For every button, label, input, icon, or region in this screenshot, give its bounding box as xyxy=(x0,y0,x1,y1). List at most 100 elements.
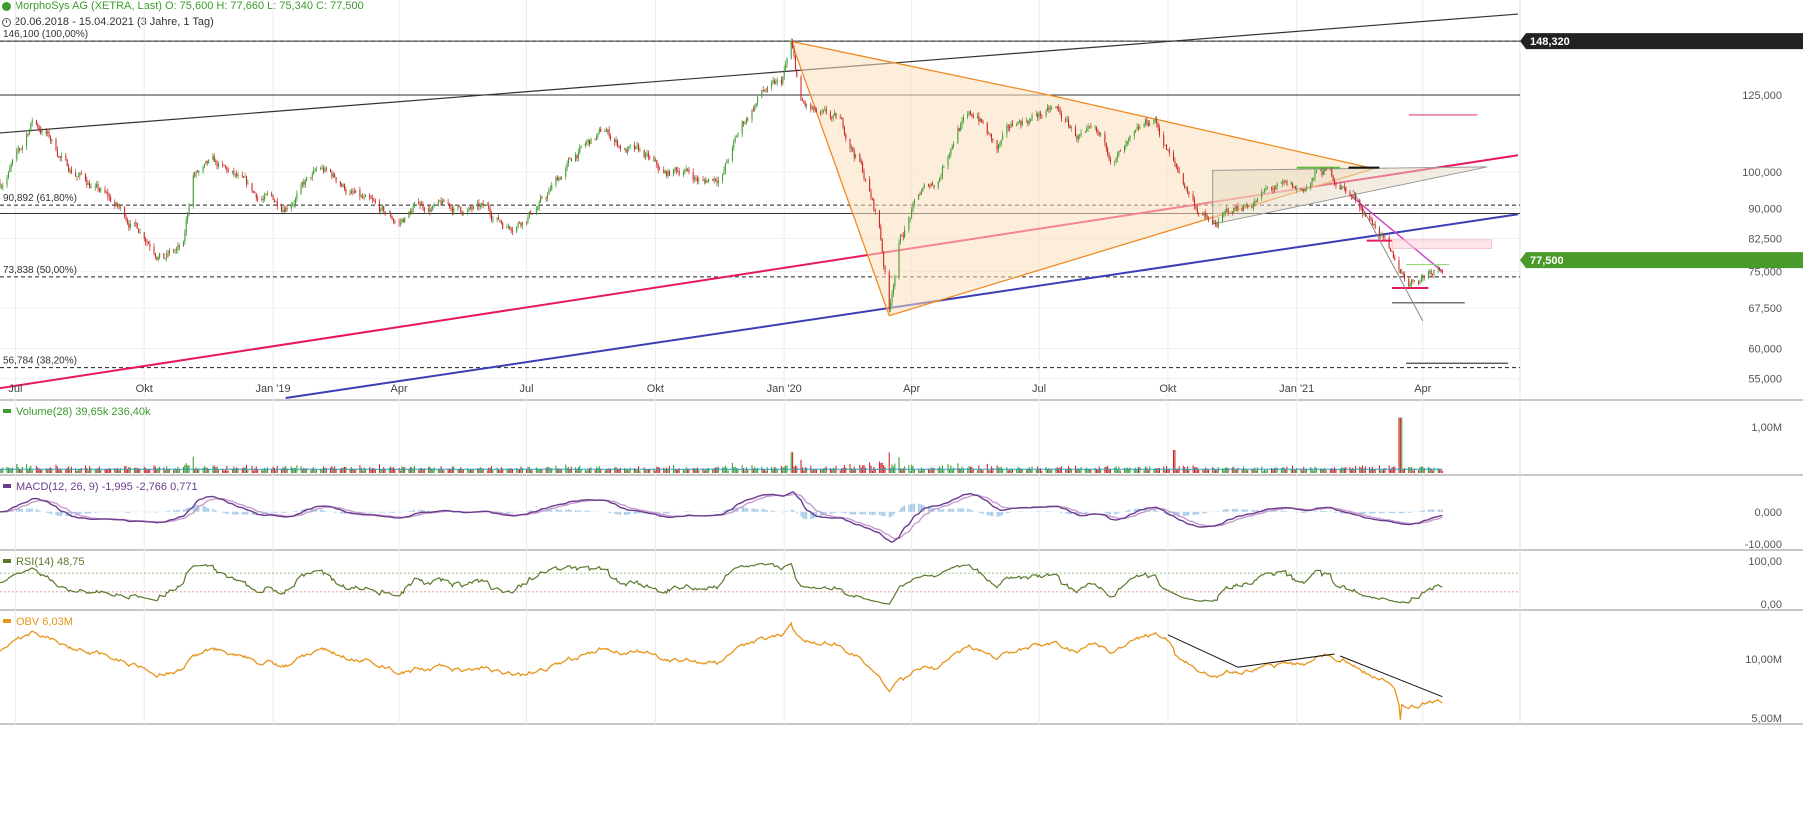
volume-bar xyxy=(257,469,259,473)
macd-histogram-bar xyxy=(888,511,890,518)
macd-histogram-bar xyxy=(1233,508,1235,512)
macd-histogram-bar xyxy=(1394,511,1396,514)
volume-bar xyxy=(266,467,268,473)
macd-histogram-bar xyxy=(1007,511,1009,513)
volume-bar xyxy=(182,466,184,473)
candle xyxy=(1164,145,1166,146)
macd-histogram-bar xyxy=(55,511,57,515)
volume-bar xyxy=(1116,469,1119,473)
candle xyxy=(796,69,798,77)
candle xyxy=(596,136,598,139)
volume-bar xyxy=(149,469,151,473)
macd-histogram-bar xyxy=(61,511,63,516)
candle xyxy=(619,146,621,150)
candle xyxy=(198,171,200,173)
candle xyxy=(754,106,756,111)
volume-bar xyxy=(1252,468,1254,473)
volume-bar xyxy=(499,470,501,473)
volume-bar xyxy=(363,467,365,473)
volume-bar xyxy=(1195,466,1197,473)
volume-bar xyxy=(527,466,529,473)
candle xyxy=(202,167,204,172)
y-tick-label: 90,000 xyxy=(1748,203,1782,215)
chart-title: MorphoSys AG (XETRA, Last) O: 75,600 H: … xyxy=(14,0,364,12)
macd-histogram-bar xyxy=(961,508,963,512)
candle xyxy=(555,177,557,186)
candle xyxy=(610,135,612,140)
macd-histogram-bar xyxy=(839,511,841,513)
candle xyxy=(110,197,112,202)
candle xyxy=(244,176,246,178)
volume-bar xyxy=(194,469,196,473)
macd-histogram-bar xyxy=(1046,511,1049,512)
volume-bar xyxy=(1399,417,1401,473)
candle xyxy=(394,221,396,223)
candle xyxy=(275,201,277,202)
macd-histogram-bar xyxy=(1420,510,1422,512)
candle xyxy=(860,161,862,164)
candle xyxy=(16,150,18,160)
candle xyxy=(862,163,864,173)
volume-bar xyxy=(1392,466,1394,473)
macd-histogram-bar xyxy=(762,508,764,512)
macd-histogram-bar xyxy=(1116,511,1119,514)
candle xyxy=(19,148,21,150)
macd-histogram-bar xyxy=(1217,510,1219,512)
candle xyxy=(236,173,238,177)
volume-bar xyxy=(477,468,479,473)
macd-histogram-bar xyxy=(133,511,135,513)
macd-legend-swatch-icon xyxy=(3,484,11,488)
candle xyxy=(1146,119,1148,124)
candle xyxy=(1313,178,1315,179)
candle xyxy=(1404,274,1406,279)
volume-bar xyxy=(1217,467,1219,473)
volume-bar xyxy=(381,469,383,473)
candle xyxy=(677,170,679,172)
candle xyxy=(355,189,357,193)
macd-histogram-bar xyxy=(890,511,892,518)
candle xyxy=(815,110,817,112)
candle xyxy=(1217,220,1219,227)
volume-bar xyxy=(1045,467,1047,473)
volume-bar xyxy=(1335,469,1337,473)
volume-bar xyxy=(999,467,1001,473)
macd-histogram-bar xyxy=(638,511,640,514)
macd-histogram-bar xyxy=(1423,510,1425,512)
candle xyxy=(1398,259,1400,270)
candle xyxy=(226,166,228,172)
volume-bar xyxy=(733,467,735,473)
macd-histogram-bar xyxy=(1273,510,1275,512)
volume-bar xyxy=(549,468,551,473)
macd-histogram-bar xyxy=(1404,511,1406,513)
candle xyxy=(703,179,705,181)
candle xyxy=(1294,186,1296,189)
volume-bar xyxy=(1441,470,1443,473)
macd-histogram-bar xyxy=(87,511,89,514)
volume-bar xyxy=(1404,468,1406,473)
macd-histogram-bar xyxy=(1360,511,1362,514)
volume-bar xyxy=(479,467,481,473)
macd-histogram-bar xyxy=(548,509,550,512)
candle xyxy=(430,209,432,212)
candle xyxy=(213,155,215,162)
candle xyxy=(951,145,953,149)
candle xyxy=(1236,206,1238,209)
candle xyxy=(68,166,70,172)
candle xyxy=(311,173,313,178)
candle xyxy=(775,81,777,84)
volume-bar xyxy=(1039,468,1041,473)
macd-histogram-bar xyxy=(751,508,753,512)
macd-histogram-bar xyxy=(94,511,96,513)
candle xyxy=(1247,205,1249,208)
volume-bar xyxy=(9,467,11,473)
candle xyxy=(668,171,670,176)
macd-histogram-bar xyxy=(968,508,970,512)
volume-bar xyxy=(262,470,264,473)
volume-bar xyxy=(66,467,68,473)
volume-bar xyxy=(223,470,225,473)
volume-bar xyxy=(261,469,263,473)
macd-histogram-bar xyxy=(565,509,567,512)
macd-histogram-bar xyxy=(1076,511,1078,516)
macd-histogram-bar xyxy=(1296,511,1298,513)
